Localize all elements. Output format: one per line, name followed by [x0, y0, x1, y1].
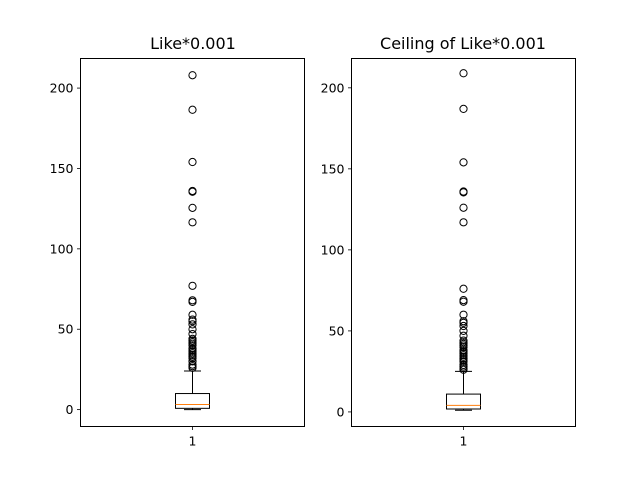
y-tick-label: 150: [50, 161, 74, 176]
outlier-point: [188, 281, 197, 290]
subplot-left-title: Like*0.001: [150, 34, 236, 53]
outlier-point: [188, 357, 197, 366]
outlier-point: [188, 105, 197, 114]
x-tick-label: 1: [189, 434, 197, 449]
outlier-point: [188, 203, 197, 212]
subplot-left-frame: [80, 58, 305, 427]
y-tick-label: 100: [50, 241, 74, 256]
outlier-point: [459, 310, 468, 319]
iqr-box: [175, 393, 210, 409]
subplot-right-plot-area: 0 50 100 150 200 1: [321, 69, 481, 449]
outlier-point: [188, 157, 197, 167]
y-tick-label: 50: [329, 323, 345, 338]
outlier-point: [188, 334, 197, 343]
outlier-point: [459, 317, 468, 326]
outlier-point: [188, 320, 197, 329]
outlier-point: [459, 158, 468, 167]
outlier-point: [459, 218, 468, 227]
outlier-point: [188, 218, 197, 227]
outlier-point: [459, 296, 468, 305]
outlier-point: [188, 325, 197, 334]
outlier-point: [459, 69, 468, 78]
outlier-point: [459, 360, 468, 370]
outlier-point: [188, 310, 197, 319]
outlier-point: [459, 203, 468, 212]
outlier-point: [188, 344, 197, 353]
y-tick-label: 0: [337, 404, 345, 419]
x-tick-label: 1: [460, 434, 468, 449]
y-tick-label: 200: [321, 80, 345, 95]
y-tick-label: 50: [58, 322, 74, 337]
subplot-right-frame: [351, 58, 576, 427]
outlier-point: [459, 284, 468, 293]
outlier-point: [459, 331, 468, 340]
outlier-point: [188, 315, 197, 324]
outlier-point: [188, 71, 197, 80]
outlier-point: [188, 360, 197, 369]
y-tick-label: 200: [50, 81, 74, 96]
y-tick-label: 150: [321, 161, 345, 176]
outlier-point: [188, 329, 197, 339]
outlier-point: [459, 346, 468, 355]
outlier-point: [459, 336, 468, 345]
outlier-point: [459, 321, 468, 331]
outlier-point: [188, 296, 197, 305]
outlier-point: [188, 186, 197, 196]
subplot-right: Ceiling of Like*0.001 0 50 100 150 200 1: [321, 34, 576, 449]
y-tick-label: 100: [321, 242, 345, 257]
outlier-point: [459, 187, 468, 196]
iqr-box: [446, 393, 481, 410]
outlier-point: [459, 326, 468, 335]
y-tick-label: 0: [66, 402, 74, 417]
subplot-left: Like*0.001 0 50 100 150 200 1: [50, 34, 305, 449]
subplot-left-plot-area: 0 50 100 150 200 1: [50, 71, 210, 449]
outlier-point: [459, 104, 468, 113]
subplot-right-title: Ceiling of Like*0.001: [380, 34, 546, 53]
